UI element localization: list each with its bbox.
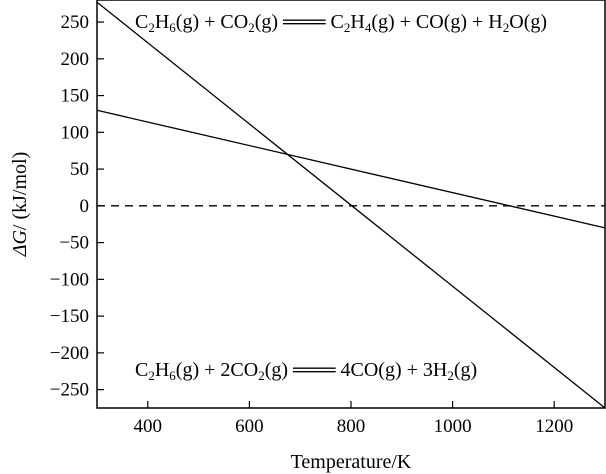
formula-text: H xyxy=(155,11,169,33)
y-axis-title: ΔG/ (kJ/mol) xyxy=(9,152,31,258)
y-tick-label: −200 xyxy=(50,343,89,364)
formula-text: (g) + 2CO xyxy=(176,359,258,381)
subscript: 4 xyxy=(365,20,372,35)
formula-text: (g) ═══ 4CO(g) + 3H xyxy=(265,359,448,381)
y-tick-label: 250 xyxy=(61,12,90,33)
subscript: 6 xyxy=(169,368,176,383)
formula-text: C xyxy=(135,359,148,381)
y-tick-label: 150 xyxy=(61,86,90,107)
y-axis-title-unit: / (kJ/mol) xyxy=(9,152,31,230)
formula-text: H xyxy=(350,11,364,33)
subscript: 2 xyxy=(258,368,265,383)
subscript: 2 xyxy=(503,20,510,35)
series-line-2 xyxy=(96,1,606,409)
formula-text: (g) xyxy=(454,359,477,381)
y-tick-label: −100 xyxy=(50,269,89,290)
subscript: 6 xyxy=(169,20,176,35)
series-layer xyxy=(96,1,606,409)
y-tick-label: 200 xyxy=(61,49,90,70)
y-axis: 250 200 150 100 50 0 −50 −100 −150 −200 −250 xyxy=(50,12,104,401)
formula-text: (g) + CO xyxy=(176,11,248,33)
formula-text: O(g) xyxy=(509,11,547,33)
y-tick-label: 100 xyxy=(61,122,90,143)
reaction-1-label: C2H6(g) + CO2(g) ═══ C2H4(g) + CO(g) + H… xyxy=(135,11,547,35)
y-tick-label: 50 xyxy=(70,159,89,180)
y-tick-label: −250 xyxy=(50,380,89,401)
subscript: 2 xyxy=(248,20,255,35)
y-axis-title-symbol: ΔG xyxy=(9,230,31,258)
y-tick-label: 0 xyxy=(80,196,90,217)
x-tick-label: 600 xyxy=(235,416,264,437)
subscript: 2 xyxy=(344,20,351,35)
formula-text: (g) + CO(g) + H xyxy=(371,11,502,33)
y-tick-label: −50 xyxy=(59,233,89,254)
subscript: 2 xyxy=(447,368,454,383)
subscript: 2 xyxy=(148,368,155,383)
x-tick-label: 800 xyxy=(337,416,366,437)
x-tick-label: 1200 xyxy=(535,416,573,437)
y-tick-label: −150 xyxy=(50,306,89,327)
x-axis-title: Temperature/K xyxy=(291,451,412,473)
series-line-1 xyxy=(96,109,606,229)
formula-text: C xyxy=(135,11,148,33)
formula-text: H xyxy=(155,359,169,381)
x-tick-label: 400 xyxy=(134,416,163,437)
x-tick-label: 1000 xyxy=(434,416,472,437)
subscript: 2 xyxy=(148,20,155,35)
x-axis: 400 600 800 1000 1200 xyxy=(134,401,573,437)
reaction-2-label: C2H6(g) + 2CO2(g) ═══ 4CO(g) + 3H2(g) xyxy=(135,359,477,383)
formula-text: (g) ═══ C xyxy=(255,11,344,33)
